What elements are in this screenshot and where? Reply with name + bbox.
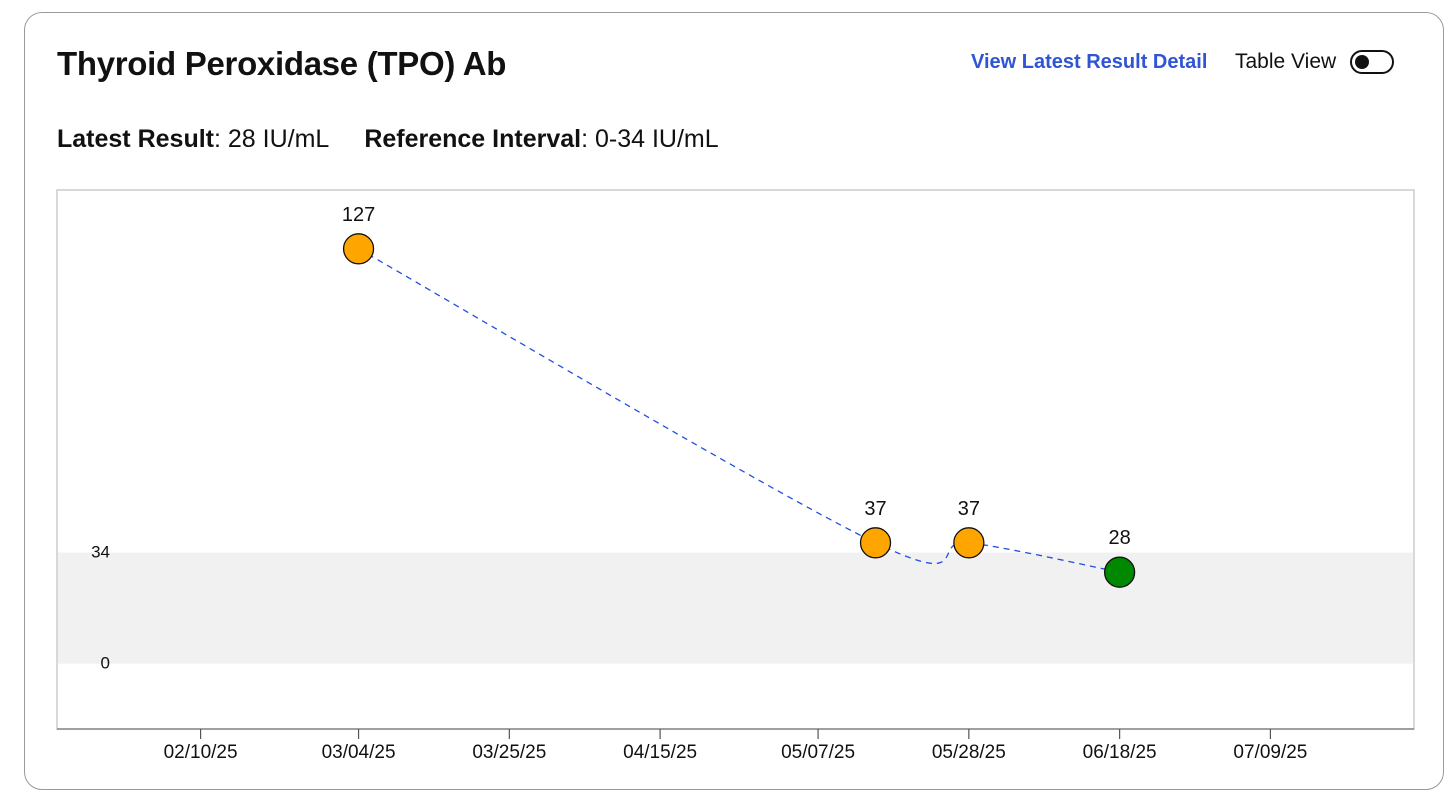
data-label: 37 (864, 498, 886, 520)
x-tick-label: 06/18/25 (1083, 742, 1157, 763)
table-view-toggle[interactable] (1350, 50, 1395, 74)
data-point (859, 527, 892, 559)
data-label: 127 (342, 204, 375, 226)
view-latest-result-detail-link[interactable]: View Latest Result Detail (971, 51, 1208, 73)
data-label: 37 (958, 498, 980, 520)
data-point (342, 233, 375, 265)
reference-band (58, 552, 1413, 664)
x-tick-label: 05/28/25 (932, 742, 1006, 763)
reference-interval-value: 0-34 IU/mL (595, 125, 719, 153)
x-tick-label: 03/04/25 (322, 742, 396, 763)
toggle-knob (1355, 55, 1370, 69)
result-summary: Latest Result: 28 IU/mL Reference Interv… (57, 125, 719, 153)
latest-result-label: Latest Result (57, 125, 214, 153)
x-tick-label: 04/15/25 (623, 742, 697, 763)
reference-interval-label: Reference Interval (364, 125, 582, 153)
trend-line (358, 248, 1120, 573)
data-point (953, 527, 985, 559)
test-title: Thyroid Peroxidase (TPO) Ab (57, 45, 507, 82)
table-view-toggle-group: Table View (1235, 47, 1395, 77)
x-tick-label: 02/10/25 (164, 742, 238, 763)
x-tick-label: 03/25/25 (472, 742, 546, 763)
y-tick-label: 0 (101, 654, 110, 673)
x-tick-label: 07/09/25 (1233, 742, 1307, 763)
latest-result-value: 28 IU/mL (227, 125, 329, 153)
y-tick-label: 34 (91, 543, 110, 562)
x-tick-label: 05/07/25 (781, 742, 855, 763)
data-point (1103, 556, 1136, 588)
table-view-label: Table View (1235, 50, 1337, 73)
data-label: 28 (1108, 527, 1130, 549)
